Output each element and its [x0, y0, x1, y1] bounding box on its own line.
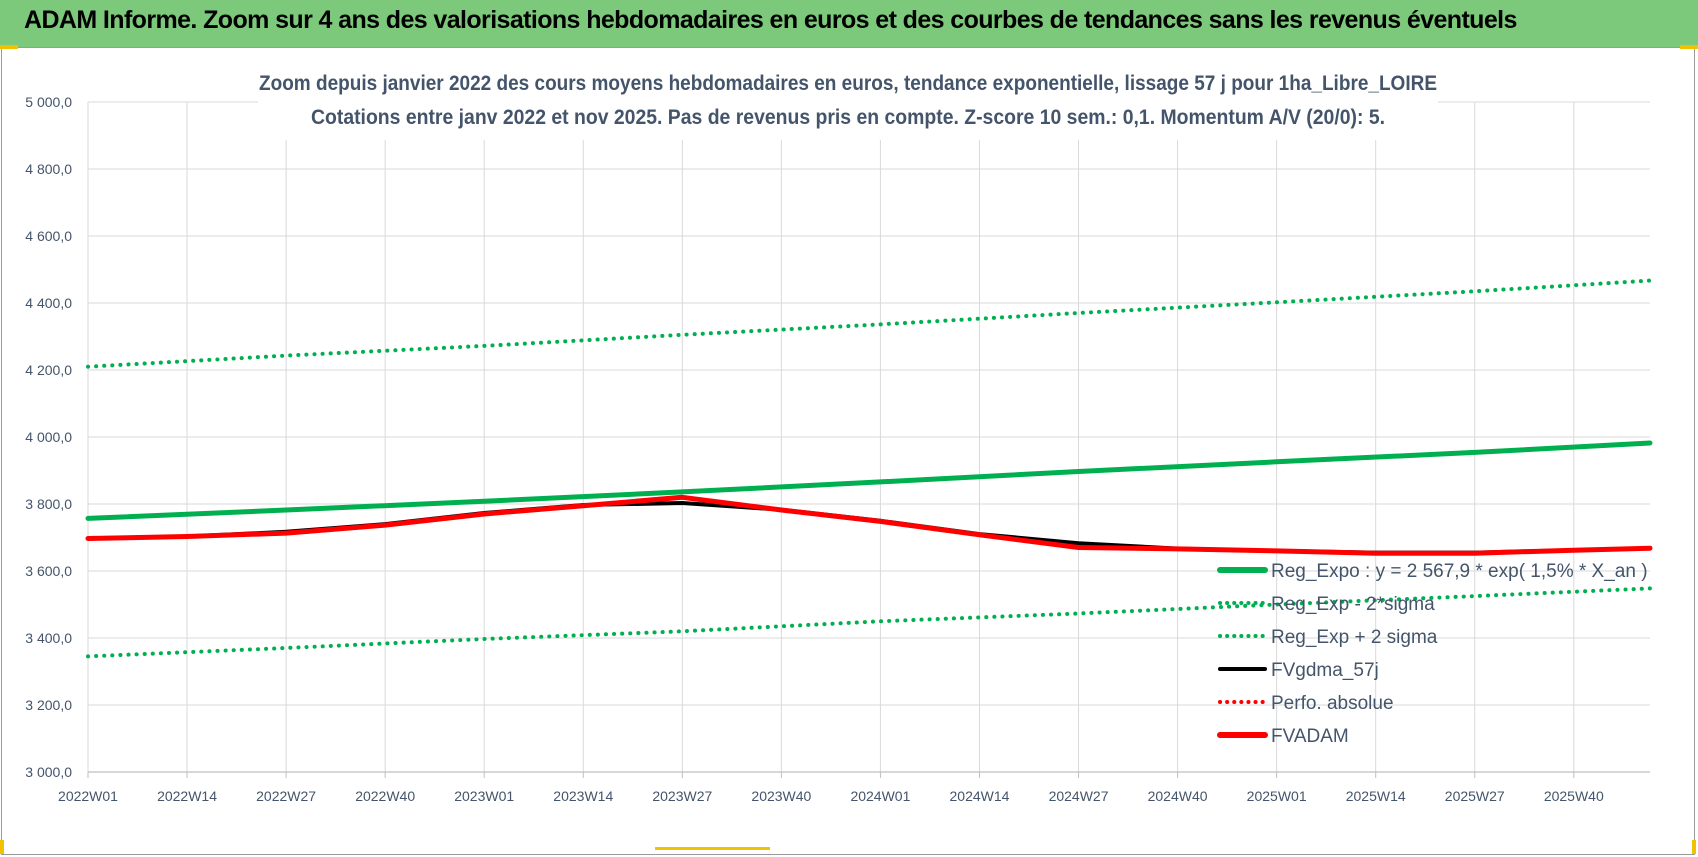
x-tick-label: 2022W01: [58, 788, 118, 804]
y-tick-label: 4 200,0: [25, 362, 72, 378]
x-tick-label: 2024W27: [1049, 788, 1109, 804]
y-tick-label: 3 800,0: [25, 496, 72, 512]
x-tick-label: 2025W14: [1346, 788, 1406, 804]
x-tick-label: 2024W14: [950, 788, 1010, 804]
chart-subtitle-line1: Zoom depuis janvier 2022 des cours moyen…: [259, 72, 1437, 95]
x-tick-label: 2022W27: [256, 788, 316, 804]
y-tick-label: 5 000,0: [25, 94, 72, 110]
frame-corner-mark: [0, 840, 4, 854]
legend: Reg_Expo : y = 2 567,9 * exp( 1,5% * X_a…: [1217, 561, 1648, 747]
y-tick-label: 3 000,0: [25, 764, 72, 780]
y-tick-label: 4 600,0: [25, 228, 72, 244]
y-tick-label: 3 400,0: [25, 630, 72, 646]
report-title: ADAM Informe. Zoom sur 4 ans des valoris…: [24, 6, 1517, 34]
legend-label: Reg_Exp - 2*sigma: [1271, 594, 1435, 615]
report-header: ADAM Informe. Zoom sur 4 ans des valoris…: [0, 0, 1698, 47]
gridlines: [87, 101, 1650, 778]
subtitle-background: [258, 62, 1438, 140]
y-tick-label: 3 200,0: [25, 697, 72, 713]
x-axis-ticks: 2022W01 2022W14 2022W27 2022W40 2023W01 2023W…: [58, 788, 1604, 804]
x-tick-label: 2024W40: [1148, 788, 1208, 804]
x-tick-label: 2022W40: [355, 788, 415, 804]
frame-bottom-mark: [655, 847, 770, 850]
series-line: [85, 440, 1653, 521]
y-tick-label: 3 600,0: [25, 563, 72, 579]
x-tick-label: 2022W14: [157, 788, 217, 804]
x-tick-label: 2024W01: [850, 788, 910, 804]
x-tick-label: 2023W14: [553, 788, 613, 804]
legend-label: FVADAM: [1271, 726, 1349, 747]
legend-label: Perfo. absolue: [1271, 693, 1394, 714]
series-lines: [85, 278, 1653, 659]
x-tick-label: 2025W40: [1544, 788, 1604, 804]
y-tick-label: 4 800,0: [25, 161, 72, 177]
x-tick-label: 2025W27: [1445, 788, 1505, 804]
series-line: [86, 586, 1652, 659]
legend-label: Reg_Exp + 2 sigma: [1271, 627, 1438, 648]
chart-subtitle-line2: Cotations entre janv 2022 et nov 2025. P…: [311, 106, 1385, 129]
y-tick-label: 4 400,0: [25, 295, 72, 311]
frame-corner-mark: [0, 45, 18, 49]
y-tick-label: 4 000,0: [25, 429, 72, 445]
series-line: [86, 278, 1652, 369]
frame-corner-mark: [1680, 45, 1698, 49]
x-tick-label: 2025W01: [1247, 788, 1307, 804]
series-line: [85, 494, 1653, 556]
x-tick-label: 2023W40: [751, 788, 811, 804]
legend-label: Reg_Expo : y = 2 567,9 * exp( 1,5% * X_a…: [1271, 561, 1648, 582]
chart-frame: [1, 47, 1695, 855]
x-tick-label: 2023W27: [652, 788, 712, 804]
x-tick-label: 2023W01: [454, 788, 514, 804]
y-axis-ticks: 3 000,0 3 200,0 3 400,0 3 600,0 3 800,0 4 000…: [25, 94, 72, 780]
legend-label: FVgdma_57j: [1271, 660, 1379, 681]
frame-corner-mark: [1692, 840, 1696, 854]
